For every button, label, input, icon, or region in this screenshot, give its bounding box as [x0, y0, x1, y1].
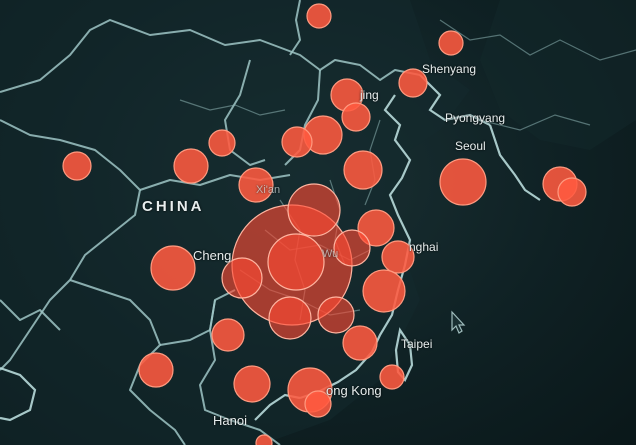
border-line — [199, 299, 281, 445]
city-label-seoul: Seoul — [455, 139, 486, 153]
case-bubble[interactable] — [208, 129, 236, 157]
city-label-chengdu: Cheng — [193, 248, 232, 263]
city-label-hanoi: Hanoi — [213, 413, 247, 428]
case-bubble[interactable] — [304, 390, 332, 418]
city-label-hong-kong: ong Kong — [326, 383, 382, 398]
city-label-shanghai: nghai — [409, 240, 439, 254]
case-bubble[interactable] — [255, 434, 273, 445]
case-bubble[interactable] — [281, 126, 313, 158]
coastline — [394, 327, 414, 382]
province-line — [179, 99, 286, 116]
coastline — [488, 124, 541, 201]
case-bubbles — [62, 3, 587, 445]
case-bubble-large[interactable] — [333, 229, 371, 267]
case-bubble[interactable] — [398, 68, 428, 98]
case-bubble[interactable] — [362, 269, 406, 313]
case-bubble[interactable] — [62, 151, 92, 181]
case-bubble[interactable] — [342, 325, 378, 361]
border-line — [0, 299, 61, 331]
case-bubble[interactable] — [438, 30, 464, 56]
case-bubble[interactable] — [343, 150, 383, 190]
case-bubble[interactable] — [341, 102, 371, 132]
case-bubble[interactable] — [238, 167, 274, 203]
border-line — [0, 119, 141, 371]
case-bubble[interactable] — [138, 352, 174, 388]
province-line — [439, 19, 636, 61]
case-bubble[interactable] — [381, 240, 415, 274]
case-bubble[interactable] — [150, 245, 196, 291]
city-label-taipei: Taipei — [401, 337, 433, 351]
city-label-xian: Xi'an — [256, 184, 281, 196]
hotspot-cluster — [221, 183, 371, 340]
case-bubble[interactable] — [357, 209, 395, 247]
case-bubble-large[interactable] — [221, 257, 263, 299]
case-bubble[interactable] — [379, 364, 405, 390]
case-bubble[interactable] — [306, 3, 332, 29]
case-bubble[interactable] — [233, 365, 271, 403]
border-line — [0, 19, 421, 93]
coastline — [419, 74, 491, 126]
land-mass-korea — [480, 0, 636, 150]
case-bubble[interactable] — [211, 318, 245, 352]
province-line — [479, 114, 591, 131]
case-bubble-large[interactable] — [267, 233, 325, 291]
case-bubble[interactable] — [557, 177, 587, 207]
case-bubble-large[interactable] — [287, 183, 341, 237]
case-bubble[interactable] — [173, 148, 209, 184]
country-label: CHINA — [142, 198, 205, 215]
case-bubble[interactable] — [439, 158, 487, 206]
city-label-shenyang: Shenyang — [422, 62, 477, 76]
case-bubble-large[interactable] — [317, 296, 355, 334]
city-label-pyongyang: Pyongyang — [445, 111, 506, 125]
border-line — [289, 0, 301, 56]
case-bubble-large[interactable] — [268, 296, 312, 340]
city-label-beijing: jing — [360, 88, 379, 102]
city-label-wuhan: Wu — [322, 248, 339, 260]
coastline — [0, 366, 37, 422]
